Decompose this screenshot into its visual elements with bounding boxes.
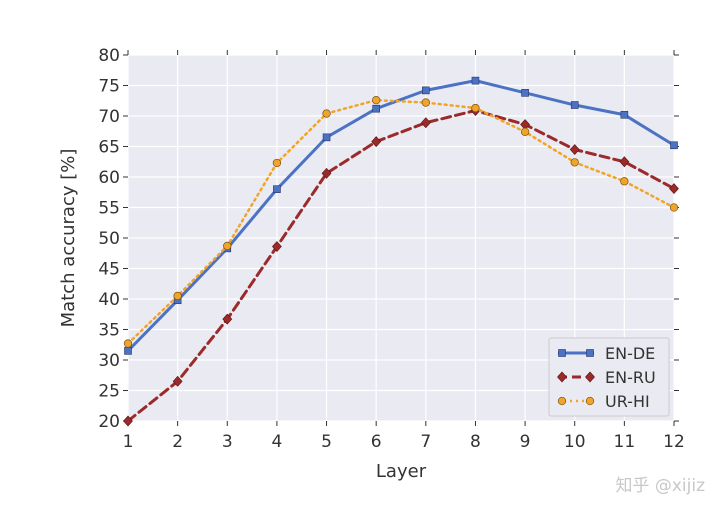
data-point-ur-hi [123,339,133,348]
legend-label-ur-hi: UR-HI [605,392,650,411]
x-tick-label: 9 [520,432,531,452]
x-tick-label: 10 [564,432,586,452]
data-point-en-de [670,141,678,150]
y-tick-label: 40 [98,290,120,310]
legend-marker-en-ru [585,371,595,383]
data-point-en-de [620,110,629,119]
data-point-en-de [521,89,529,97]
x-tick-label: 11 [614,432,636,452]
y-tick-label: 75 [98,77,120,97]
data-point-en-ru [420,117,431,129]
x-tick-label: 1 [123,432,134,452]
y-tick-label: 55 [98,199,120,219]
legend-box [548,337,670,417]
data-point-en-de [372,104,380,113]
y-tick-label: 30 [98,351,120,371]
x-tick-label: 3 [222,432,233,452]
data-point-en-ru [321,167,332,179]
x-axis-title: Layer [376,461,427,482]
series-layer [123,76,679,427]
legend-marker-en-de [558,349,566,357]
y-axis-title: Match accuracy [%] [58,149,79,328]
legend-label-en-ru: EN-RU [605,368,656,387]
data-point-ur-hi [322,109,331,118]
legend-marker-en-ru [557,371,567,383]
data-point-en-ru [172,375,183,387]
series-line-en-ru [126,109,676,423]
data-point-ur-hi [421,98,430,107]
x-tick-label: 8 [470,432,481,452]
y-tick-label: 50 [98,229,120,249]
y-tick-label: 80 [98,46,120,66]
legend-marker-ur-hi [585,396,595,406]
series-ur-hi [123,95,679,348]
data-point-en-ru [123,415,133,427]
y-tick-label: 45 [98,260,120,280]
data-point-en-de [471,76,480,85]
data-point-ur-hi [520,127,530,137]
y-tick-label: 70 [98,107,120,127]
data-point-en-de [273,185,281,193]
data-point-ur-hi [223,241,232,251]
data-point-ur-hi [620,177,629,186]
y-tick-label: 35 [98,321,120,341]
data-point-en-ru [272,241,282,252]
y-tick-label: 60 [98,168,120,188]
data-point-ur-hi [669,203,679,212]
x-tick-label: 6 [371,432,382,452]
series-line-ur-hi [126,98,676,345]
data-point-ur-hi [372,95,381,105]
y-tick-label: 20 [98,412,120,432]
legend-label-en-de: EN-DE [605,344,655,363]
data-point-ur-hi [272,158,282,168]
x-tick-label: 7 [420,432,431,452]
watermark: 知乎 @xijiz [615,476,705,496]
y-tick-label: 65 [98,138,120,158]
data-point-en-de [422,86,430,95]
data-point-ur-hi [173,291,182,301]
data-point-en-ru [222,313,233,325]
grid-lines [127,54,675,422]
x-tick-label: 12 [663,432,685,452]
data-point-ur-hi [570,158,579,167]
x-tick-label: 2 [172,432,183,452]
x-tick-label: 4 [271,432,282,452]
data-point-ur-hi [471,103,480,113]
data-point-en-ru [669,183,679,195]
data-point-en-de [570,101,579,109]
data-point-en-ru [619,156,630,168]
legend-marker-ur-hi [557,396,567,406]
legend: EN-DE EN-RU UR-HI [548,337,670,417]
data-point-en-ru [371,136,382,148]
x-tick-label: 5 [321,432,332,452]
data-point-en-de [322,133,331,142]
y-tick-label: 25 [98,382,120,402]
data-point-en-ru [569,144,580,155]
legend-marker-en-de [586,349,594,357]
data-point-en-de [124,347,132,355]
series-line-en-de [126,79,676,353]
